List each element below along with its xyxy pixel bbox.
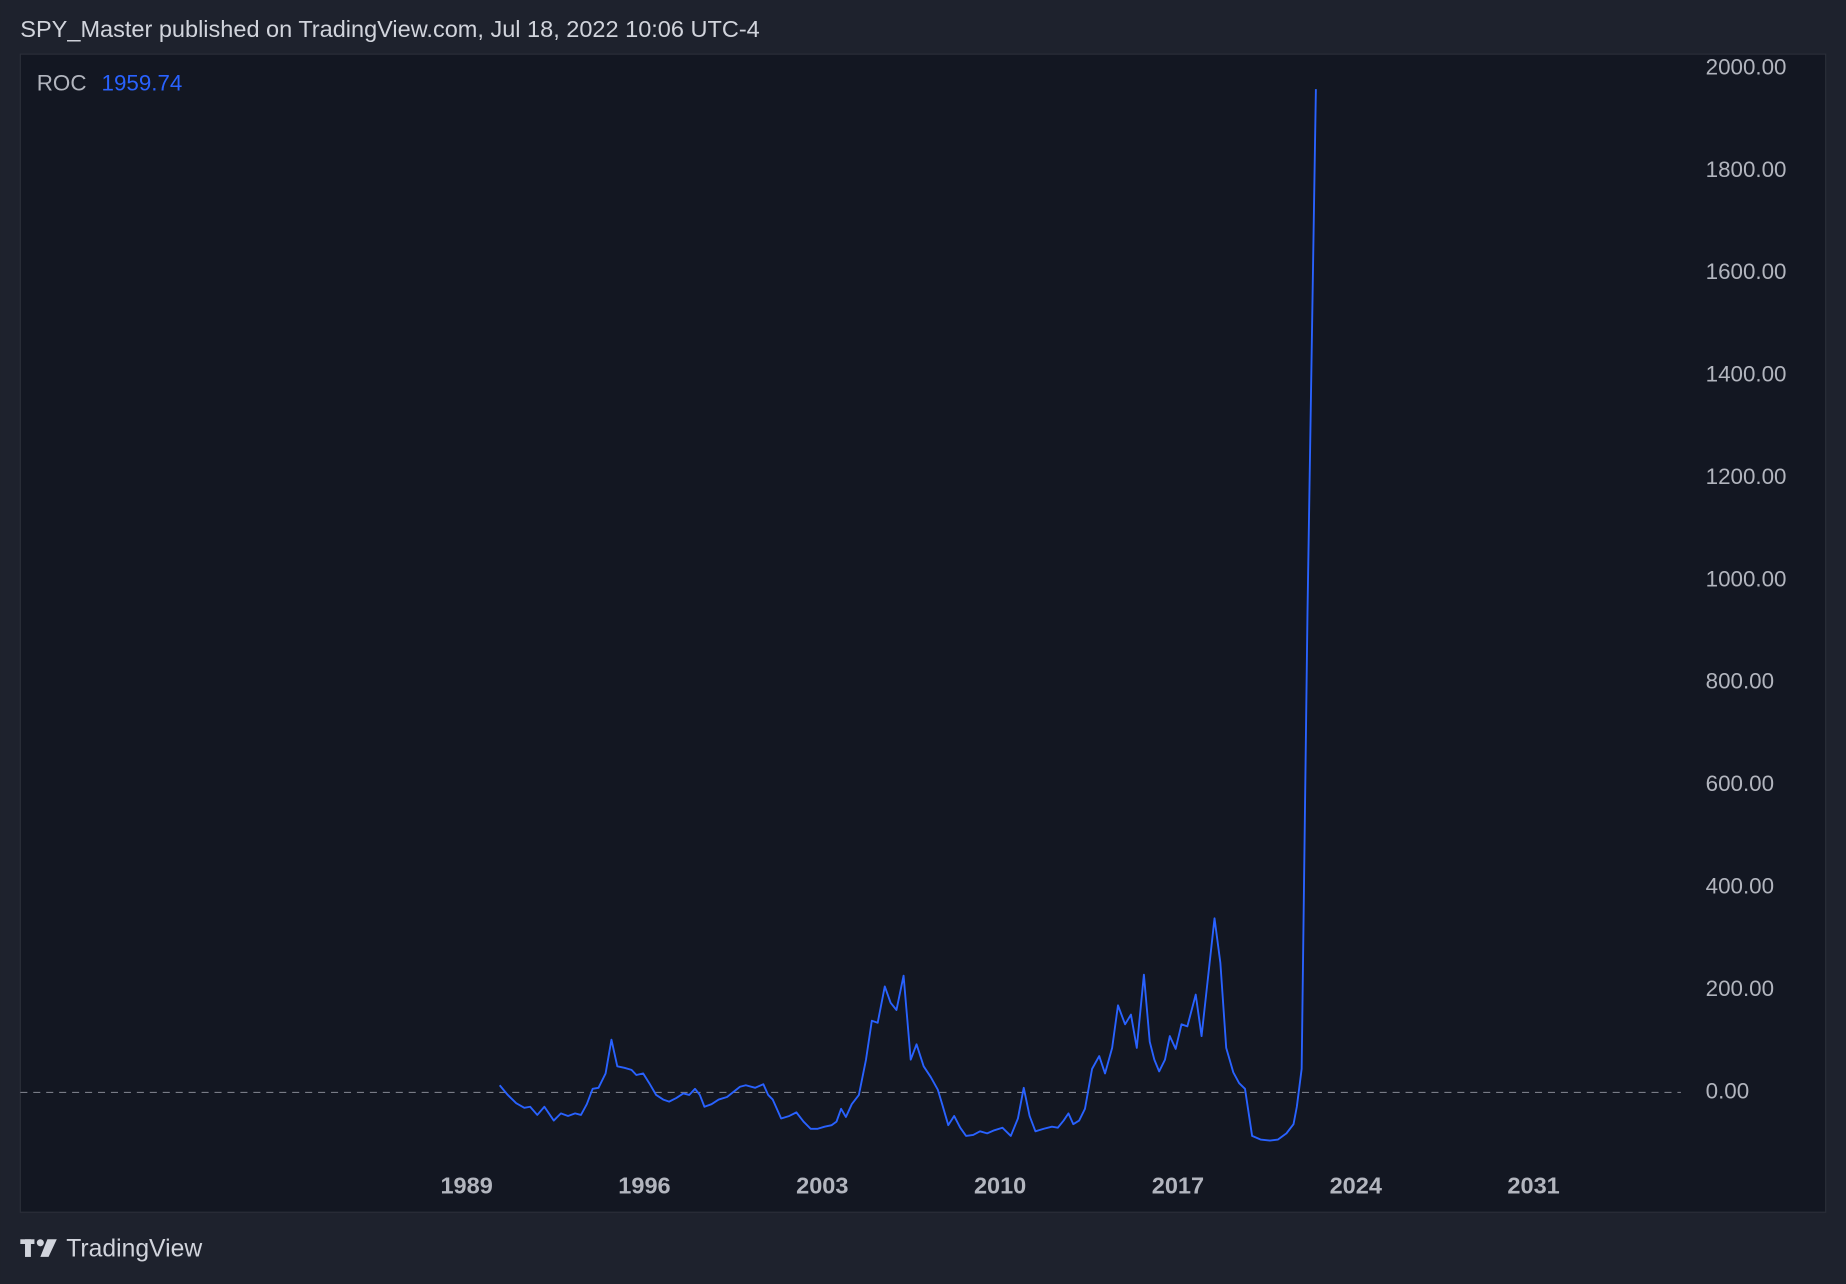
legend-name: ROC [37, 71, 87, 96]
y-tick-label: 800.00 [1706, 669, 1774, 694]
y-tick-label: 1000.00 [1706, 566, 1787, 591]
y-tick-label: 1600.00 [1706, 259, 1787, 284]
y-tick-label: 1400.00 [1706, 362, 1787, 387]
logo [20, 1239, 57, 1257]
y-tick-label: 200.00 [1706, 976, 1774, 1001]
x-tick-label: 2017 [1152, 1173, 1204, 1199]
y-tick-label: 600.00 [1706, 771, 1774, 796]
x-tick-label: 2003 [796, 1173, 848, 1199]
footer-brand: TradingView [66, 1235, 202, 1262]
legend-value: 1959.74 [102, 71, 183, 96]
y-tick-label: 1200.00 [1706, 464, 1787, 489]
chart-title: SPY_Master published on TradingView.com,… [20, 16, 759, 42]
plot-area [19, 53, 1827, 1213]
y-tick-label: 2000.00 [1706, 54, 1787, 79]
y-tick-label: 1800.00 [1706, 157, 1787, 182]
x-tick-label: 1989 [440, 1173, 492, 1199]
y-tick-label: 400.00 [1706, 874, 1774, 899]
x-tick-label: 2024 [1330, 1173, 1382, 1199]
x-tick-label: 1996 [618, 1173, 670, 1199]
line-series [498, 89, 1317, 1142]
x-tick-label: 2010 [974, 1173, 1026, 1199]
y-tick-label: 0.00 [1706, 1078, 1750, 1103]
x-tick-label: 2031 [1507, 1173, 1559, 1199]
